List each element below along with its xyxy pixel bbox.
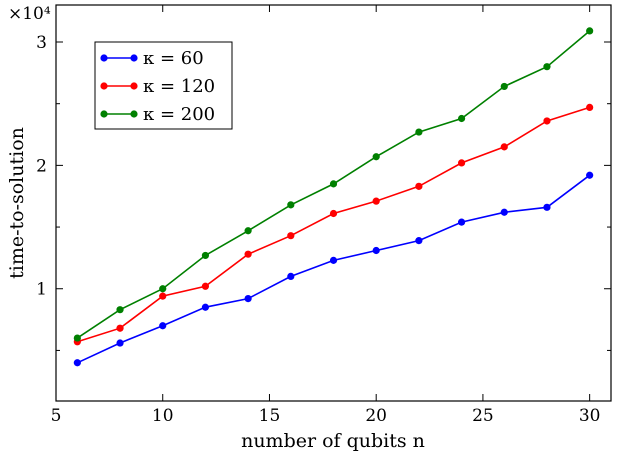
legend-marker (100, 54, 108, 62)
data-point (73, 359, 81, 367)
data-point (201, 303, 210, 311)
data-point (415, 128, 423, 136)
data-point (116, 339, 124, 347)
data-point (329, 256, 338, 264)
legend-marker (100, 82, 108, 90)
legend-marker (130, 54, 138, 62)
x-tick-label: 30 (579, 406, 601, 426)
data-point (116, 324, 124, 332)
y-tick-label: 1 (36, 280, 47, 300)
data-point (415, 237, 423, 245)
axis-ticks: 5 10 15 20 25 30 1 2 3 (36, 5, 611, 426)
x-tick-label: 5 (51, 406, 62, 426)
legend-marker (130, 82, 138, 90)
data-point (201, 282, 210, 290)
legend: κ = 60 κ = 120 κ = 200 (94, 41, 233, 130)
data-point (415, 182, 423, 190)
data-point (500, 143, 508, 151)
data-point (201, 251, 210, 260)
y-multiplier-label: ×10⁴ (8, 4, 51, 24)
data-point (372, 153, 380, 161)
data-point (287, 272, 295, 281)
data-point (244, 295, 252, 303)
x-tick-label: 15 (259, 406, 281, 426)
plot-frame (55, 4, 612, 402)
series-line (77, 106, 590, 343)
x-tick-label: 20 (365, 406, 387, 426)
data-point (457, 159, 466, 167)
data-point (159, 285, 167, 293)
legend-label: κ = 60 (143, 48, 204, 69)
x-tick-label: 10 (152, 406, 174, 426)
data-point (543, 203, 551, 211)
data-point (329, 209, 338, 218)
x-axis-title: number of qubits n (241, 430, 425, 452)
data-point (372, 197, 380, 205)
data-point (244, 250, 252, 258)
data-point (287, 232, 295, 240)
data-point (500, 82, 508, 91)
legend-marker (100, 110, 108, 118)
data-point (159, 292, 167, 300)
data-point (543, 63, 551, 71)
data-point (586, 103, 594, 111)
y-tick-label: 2 (36, 156, 47, 176)
data-point (586, 27, 594, 35)
data-point (500, 208, 508, 216)
legend-label: κ = 120 (143, 76, 215, 97)
y-tick-label: 3 (36, 33, 47, 53)
data-point (244, 227, 252, 235)
legend-label: κ = 200 (143, 104, 215, 125)
data-point (159, 322, 167, 330)
legend-marker (130, 110, 138, 118)
y-axis-title: time-to-solution (6, 127, 28, 279)
data-point (73, 334, 81, 342)
data-point (329, 180, 338, 188)
series-lines (73, 27, 594, 367)
x-tick-label: 25 (472, 406, 494, 426)
data-point (457, 114, 466, 123)
data-point (586, 171, 594, 179)
data-point (116, 306, 124, 314)
data-point (287, 201, 295, 209)
series-line (76, 174, 591, 364)
data-point (457, 218, 466, 226)
data-point (372, 246, 380, 255)
data-point (543, 117, 551, 125)
